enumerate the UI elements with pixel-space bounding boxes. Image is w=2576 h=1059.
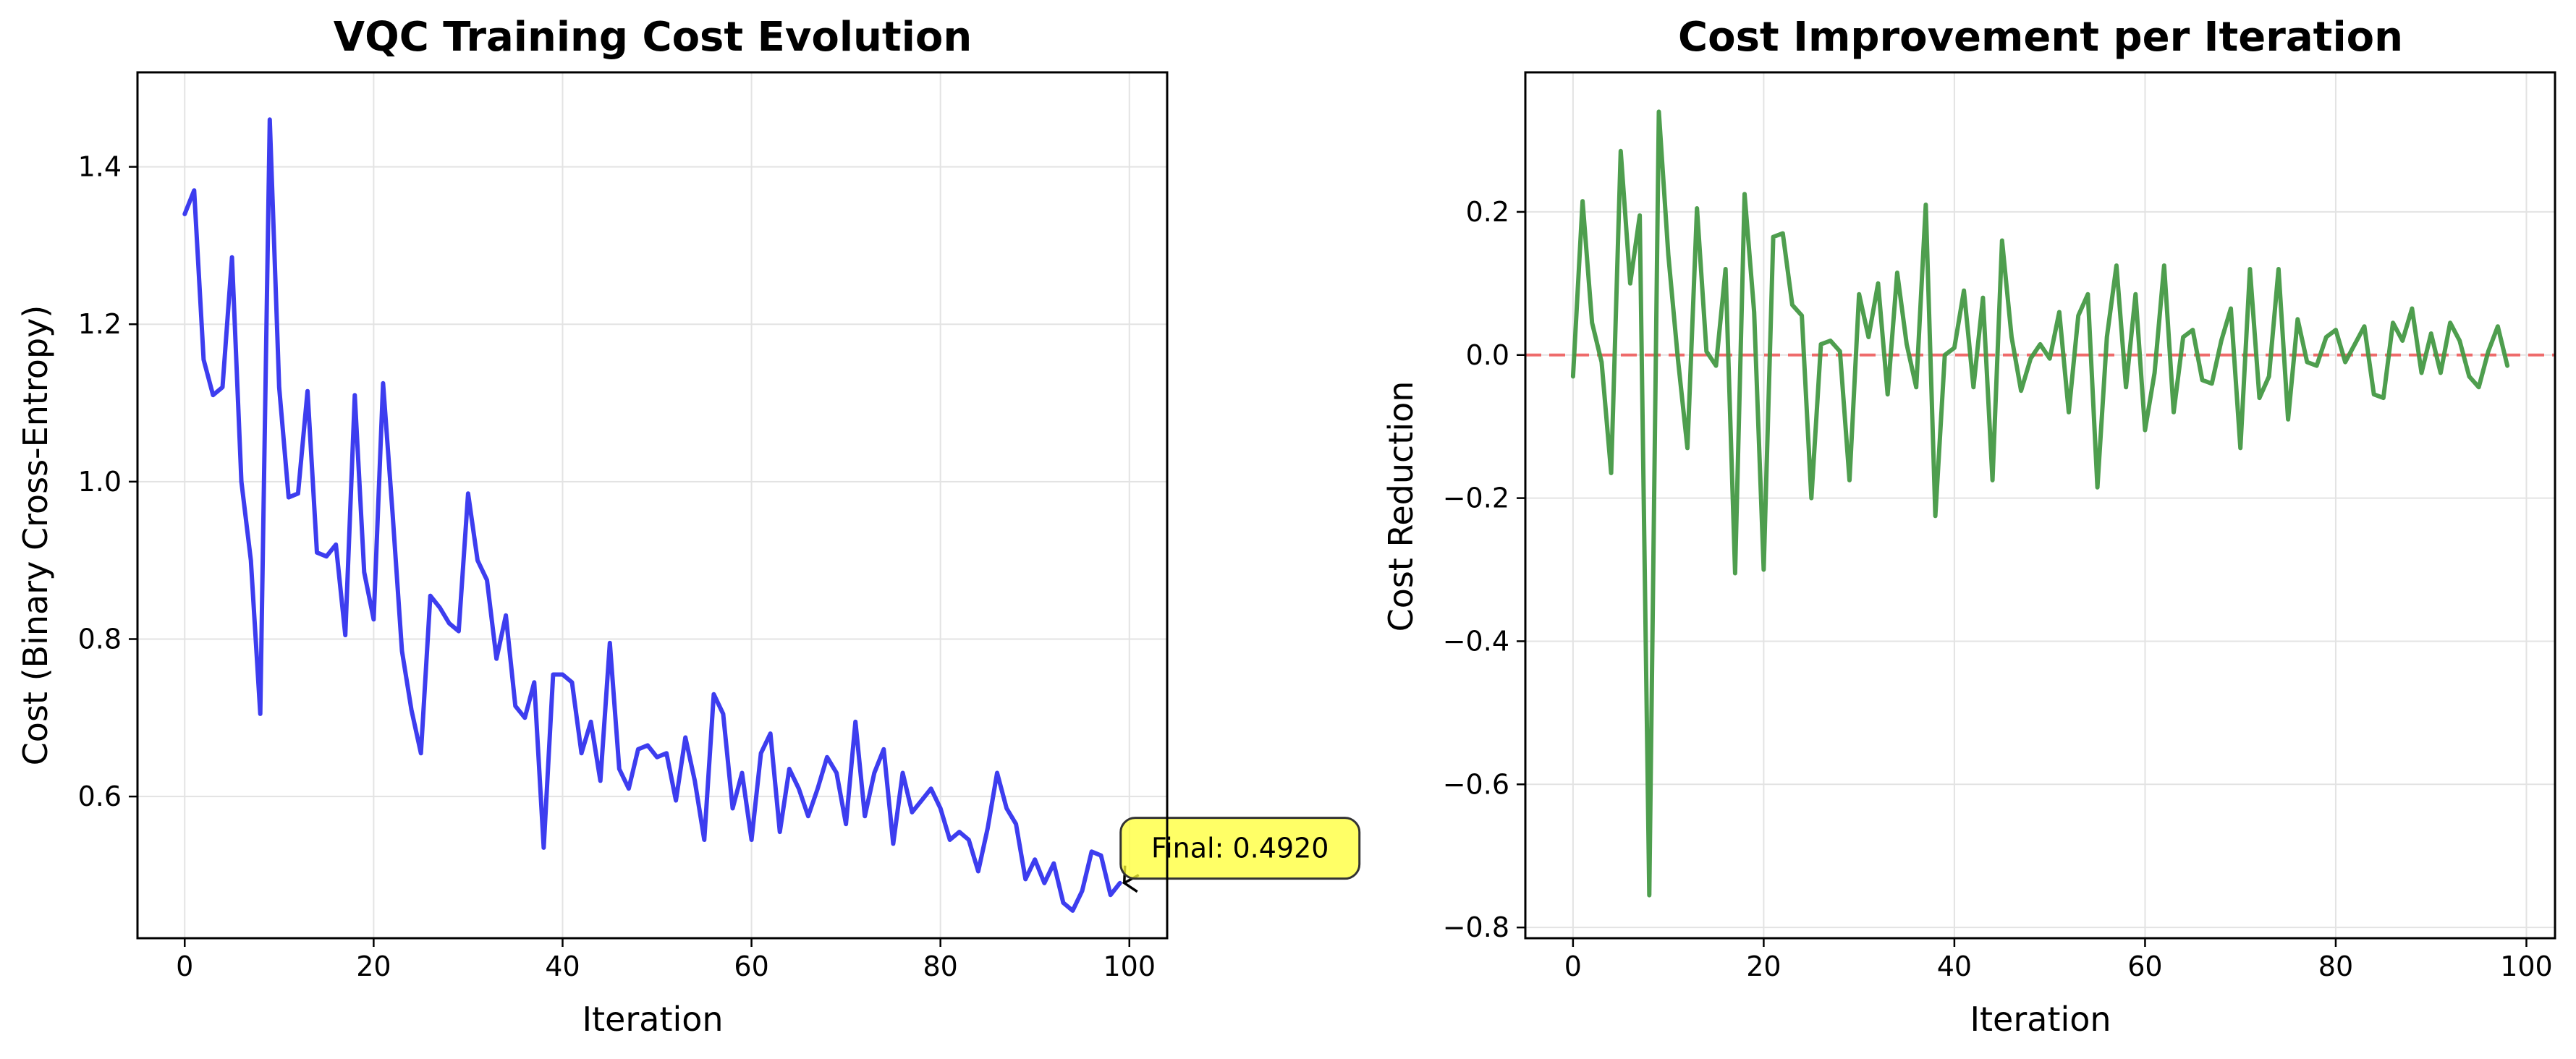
y-axis-label: Cost (Binary Cross-Entropy) [16,305,55,766]
plot-frame [1524,71,2556,940]
cost-evolution-chart: VQC Training Cost Evolution 0 20 40 60 80 100… [16,14,1361,1039]
grid [137,72,1167,938]
y-tick-label: 0.8 [78,623,122,655]
x-tick-label: 80 [923,950,957,982]
tick-labels: 0 20 40 60 80 100 −0.8 −0.6 −0.4 −0.2 0.0 0.2 [1443,196,2553,982]
y-tick-label: 0.2 [1466,196,1509,228]
y-tick-label: −0.6 [1443,768,1509,800]
x-tick-label: 100 [2500,950,2553,982]
x-tick-label: 20 [1746,950,1781,982]
x-axis-label: Iteration [1970,1000,2111,1039]
tick-labels: 0 20 40 60 80 100 0.6 0.8 1.0 1.2 1.4 [78,151,1156,982]
y-tick-label: 0.6 [78,781,122,812]
x-tick-label: 0 [176,950,193,982]
x-tick-label: 80 [2318,950,2353,982]
cost-reduction-series-line [1570,109,2510,898]
x-tick-label: 40 [1937,950,1972,982]
x-tick-label: 60 [734,950,768,982]
annotation-label: Final: 0.4920 [1151,833,1329,864]
y-tick-label: 1.2 [78,308,122,340]
annotation-box [1119,817,1361,880]
y-tick-label: 1.0 [78,466,122,498]
x-tick-label: 60 [2127,950,2162,982]
chart-title: Cost Improvement per Iteration [1678,14,2403,61]
x-axis-label: Iteration [582,1000,723,1039]
grid [1525,72,2555,938]
cost-series-line [182,117,1122,913]
x-tick-label: 20 [356,950,391,982]
chart-title: VQC Training Cost Evolution [334,14,972,61]
x-tick-label: 100 [1103,950,1156,982]
y-tick-label: 0.0 [1466,339,1509,371]
x-tick-label: 0 [1564,950,1582,982]
cost-improvement-chart: Cost Improvement per Iteration 0 20 40 60 80… [1381,14,2556,1039]
x-tick-label: 40 [545,950,580,982]
y-tick-label: −0.2 [1443,482,1509,514]
y-axis-label: Cost Reduction [1381,381,1420,632]
plot-frame [136,71,1169,940]
y-tick-label: 1.4 [78,151,122,183]
final-value-annotation: Final: 0.4920 [1119,817,1361,880]
y-tick-label: −0.4 [1443,625,1509,657]
y-tick-label: −0.8 [1443,911,1509,943]
